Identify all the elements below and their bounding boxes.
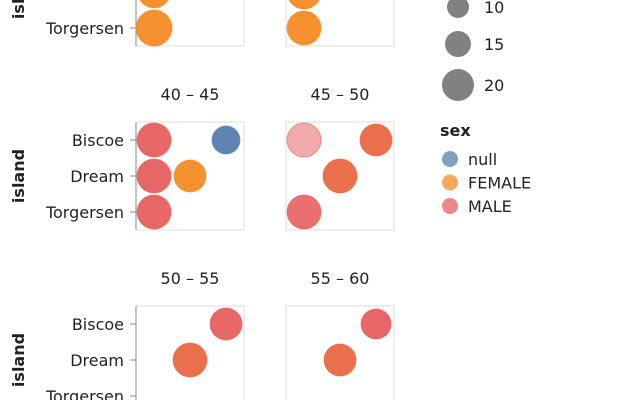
panel-frame — [285, 0, 395, 47]
data-point — [322, 158, 358, 194]
size-legend-label: 15 — [484, 35, 504, 54]
color-legend-label: MALE — [468, 197, 512, 216]
data-point — [286, 122, 322, 158]
facet-title: 50 – 55 — [161, 269, 220, 288]
data-point — [211, 125, 241, 155]
size-legend: 10 15 20 — [442, 0, 504, 101]
data-point — [136, 122, 172, 158]
color-legend-symbol — [442, 151, 458, 167]
data-point — [288, 0, 320, 10]
size-legend-symbol — [447, 0, 469, 18]
color-legend: sex null FEMALE MALE — [440, 121, 531, 216]
color-legend-label: null — [468, 150, 497, 169]
facet-panels: Biscoe Dream Torgersen island 40 – 45 Biscoe D… — [9, 0, 395, 400]
y-axis-title: island — [9, 149, 28, 203]
y-tick-label: Torgersen — [45, 387, 124, 400]
panel-frame — [285, 305, 395, 400]
y-tick-label: Dream — [70, 167, 124, 186]
data-point — [209, 307, 243, 341]
y-tick-label: Torgersen — [45, 203, 124, 222]
data-point — [172, 342, 208, 378]
data-point — [323, 343, 357, 377]
data-point — [135, 9, 173, 47]
facet-panel: 40 – 45 Biscoe Dream Torgersen island — [9, 85, 245, 231]
size-legend-label: 10 — [484, 0, 504, 17]
data-point — [359, 123, 393, 157]
color-legend-symbol — [442, 198, 458, 214]
facet-panel: 55 – 60 — [285, 269, 395, 400]
color-legend-title: sex — [440, 121, 471, 140]
facet-panel: 45 – 50 — [285, 85, 395, 231]
data-point — [136, 194, 172, 230]
y-axis-title: island — [9, 333, 28, 387]
data-point — [286, 10, 322, 46]
panel-frame — [285, 121, 395, 231]
y-tick-label: Dream — [70, 351, 124, 370]
size-legend-symbol — [445, 31, 471, 57]
y-tick-label: Biscoe — [72, 315, 124, 334]
size-legend-label: 20 — [484, 76, 504, 95]
data-point — [136, 158, 172, 194]
data-point — [173, 159, 207, 193]
y-tick-label: Biscoe — [72, 131, 124, 150]
y-tick-label: Torgersen — [45, 19, 124, 38]
color-legend-symbol — [442, 174, 458, 191]
panel-frame — [135, 0, 245, 47]
data-point — [360, 308, 392, 340]
color-legend-label: FEMALE — [468, 174, 531, 193]
facet-title: 45 – 50 — [311, 85, 370, 104]
y-tick-label: Dream — [70, 0, 124, 2]
data-point — [286, 194, 322, 230]
facet-panel: 50 – 55 Biscoe Dream Torgersen island — [9, 269, 245, 400]
size-legend-symbol — [442, 69, 474, 101]
facet-title: 55 – 60 — [311, 269, 370, 288]
y-axis-title: island — [9, 0, 28, 19]
facet-panel — [285, 0, 395, 47]
facet-title: 40 – 45 — [161, 85, 220, 104]
data-point — [139, 0, 169, 9]
